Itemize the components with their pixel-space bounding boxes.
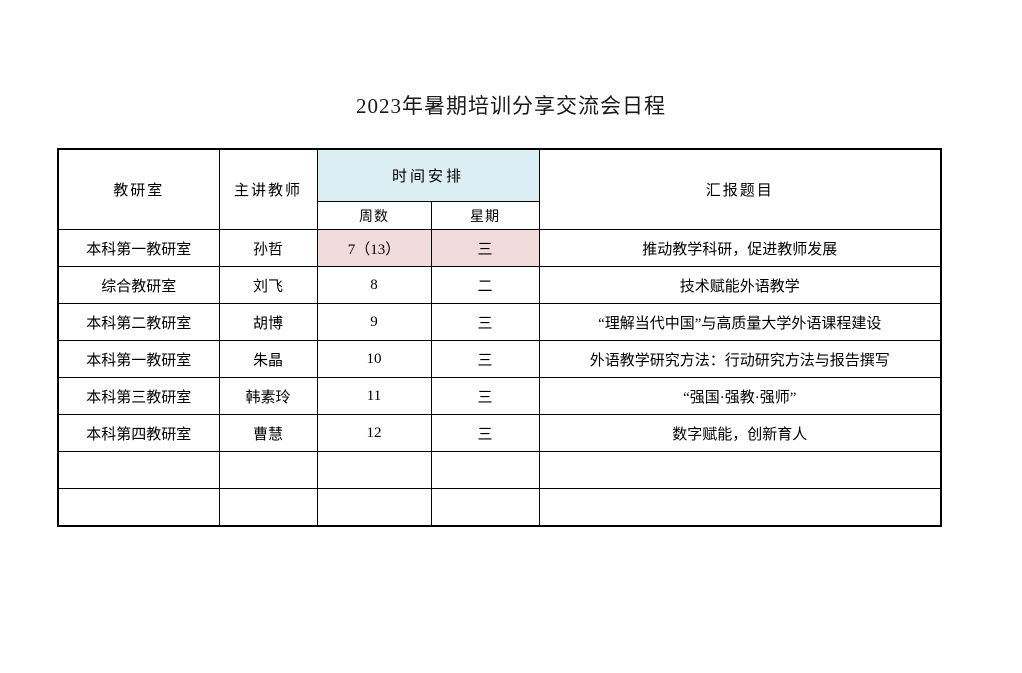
office-cell: 本科第一教研室	[57, 229, 220, 267]
weekday-cell: 三	[430, 340, 540, 378]
lecturer-cell: 韩素玲	[218, 377, 318, 415]
schedule-table: 教研室 主讲教师 时间安排 汇报题目 周数 星期 本科第一教研室 孙哲 7（13…	[57, 148, 943, 527]
weekday-cell: 二	[430, 266, 540, 304]
table-row-empty	[57, 451, 942, 489]
week-cell: 11	[316, 377, 432, 415]
column-header-weekday: 星期	[430, 201, 540, 230]
topic-cell: “强国·强教·强师”	[538, 377, 942, 415]
weekday-cell: 三	[430, 377, 540, 415]
table-row: 本科第一教研室 朱晶 10 三 外语教学研究方法：行动研究方法与报告撰写	[57, 340, 942, 378]
week-cell: 12	[316, 414, 432, 452]
column-header-topic: 汇报题目	[538, 148, 942, 230]
week-cell	[316, 451, 432, 489]
week-cell	[316, 488, 432, 526]
topic-cell	[538, 451, 942, 489]
office-cell	[57, 488, 220, 526]
table-row: 本科第二教研室 胡博 9 三 “理解当代中国”与高质量大学外语课程建设	[57, 303, 942, 341]
weekday-cell	[430, 451, 540, 489]
column-header-week: 周数	[316, 201, 432, 230]
weekday-cell: 三	[430, 229, 540, 267]
header-row-top: 教研室 主讲教师 时间安排 汇报题目	[57, 148, 942, 230]
office-cell: 本科第二教研室	[57, 303, 220, 341]
week-cell: 8	[316, 266, 432, 304]
office-cell: 本科第一教研室	[57, 340, 220, 378]
week-cell: 9	[316, 303, 432, 341]
topic-cell	[538, 488, 942, 526]
lecturer-cell: 曹慧	[218, 414, 318, 452]
week-cell: 10	[316, 340, 432, 378]
table-row-empty	[57, 488, 942, 526]
column-header-office: 教研室	[57, 148, 220, 230]
lecturer-cell	[218, 451, 318, 489]
lecturer-cell	[218, 488, 318, 526]
weekday-cell: 三	[430, 414, 540, 452]
week-cell: 7（13）	[316, 229, 432, 267]
lecturer-cell: 朱晶	[218, 340, 318, 378]
topic-cell: “理解当代中国”与高质量大学外语课程建设	[538, 303, 942, 341]
column-header-time: 时间安排	[316, 148, 540, 202]
table-row: 综合教研室 刘飞 8 二 技术赋能外语教学	[57, 266, 942, 304]
lecturer-cell: 刘飞	[218, 266, 318, 304]
table-row: 本科第三教研室 韩素玲 11 三 “强国·强教·强师”	[57, 377, 942, 415]
topic-cell: 技术赋能外语教学	[538, 266, 942, 304]
office-cell: 本科第四教研室	[57, 414, 220, 452]
table-row: 本科第一教研室 孙哲 7（13） 三 推动教学科研，促进教师发展	[57, 229, 942, 267]
column-header-lecturer: 主讲教师	[218, 148, 318, 230]
topic-cell: 外语教学研究方法：行动研究方法与报告撰写	[538, 340, 942, 378]
table-row: 本科第四教研室 曹慧 12 三 数字赋能，创新育人	[57, 414, 942, 452]
office-cell: 综合教研室	[57, 266, 220, 304]
weekday-cell: 三	[430, 303, 540, 341]
weekday-cell	[430, 488, 540, 526]
header-row-sub: 周数 星期	[58, 201, 941, 230]
lecturer-cell: 胡博	[218, 303, 318, 341]
page-title: 2023年暑期培训分享交流会日程	[356, 94, 666, 118]
topic-cell: 数字赋能，创新育人	[538, 414, 942, 452]
office-cell	[57, 451, 220, 489]
topic-cell: 推动教学科研，促进教师发展	[538, 229, 942, 267]
lecturer-cell: 孙哲	[218, 229, 318, 267]
office-cell: 本科第三教研室	[57, 377, 220, 415]
